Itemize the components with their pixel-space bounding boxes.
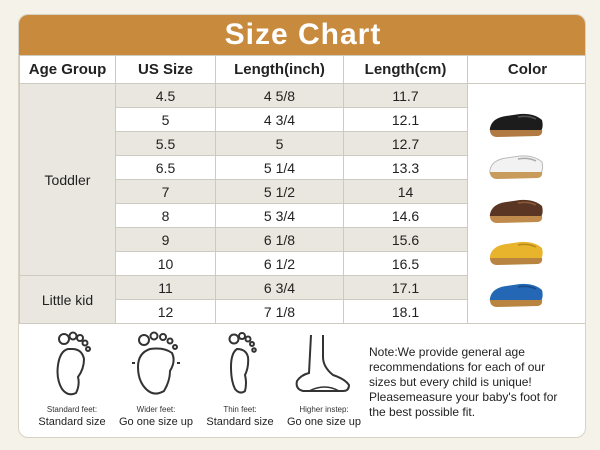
header-length-cm: Length(cm) bbox=[343, 55, 468, 84]
length-cm-cell: 14.6 bbox=[343, 203, 468, 228]
table-row: 7 5 1/2 14 bbox=[20, 179, 586, 204]
foot-advice: Standard size bbox=[206, 416, 274, 428]
length-cm-cell: 17.1 bbox=[343, 275, 468, 300]
length-inch-cell: 4 5/8 bbox=[215, 83, 344, 108]
foot-advice: Standard size bbox=[38, 416, 106, 428]
length-inch-cell: 5 bbox=[215, 131, 344, 156]
length-inch-cell: 6 3/4 bbox=[215, 275, 344, 300]
age-group-little-kid: Little kid bbox=[19, 275, 116, 324]
header-age-group: Age Group bbox=[19, 55, 116, 84]
length-cm-cell: 15.6 bbox=[343, 227, 468, 252]
length-cm-cell: 16.5 bbox=[343, 251, 468, 276]
foot-type-label: Wider feet: bbox=[136, 405, 176, 414]
foot-type-label: Standard feet: bbox=[46, 405, 98, 414]
table-row: 6.5 5 1/4 13.3 bbox=[20, 155, 586, 180]
length-cm-cell: 12.7 bbox=[343, 131, 468, 156]
white-loafer-icon bbox=[489, 155, 544, 179]
length-cm-cell: 13.3 bbox=[343, 155, 468, 180]
us-size-cell: 12 bbox=[115, 299, 216, 324]
length-inch-cell: 6 1/8 bbox=[215, 227, 344, 252]
table-header-row: Age Group US Size Length(inch) Length(cm… bbox=[19, 55, 585, 84]
age-group-toddler: Toddler bbox=[19, 83, 116, 276]
length-cm-cell: 18.1 bbox=[343, 299, 468, 324]
blue-loafer-icon bbox=[489, 283, 543, 307]
us-size-cell: 4.5 bbox=[115, 83, 216, 108]
foot-type-thin: Thin feet: Standard size bbox=[197, 327, 283, 437]
us-size-cell: 9 bbox=[115, 227, 216, 252]
us-size-cell: 10 bbox=[115, 251, 216, 276]
color-column bbox=[467, 83, 585, 324]
shoe-color-list bbox=[468, 84, 585, 322]
us-size-cell: 6.5 bbox=[115, 155, 216, 180]
foot-advice: Go one size up bbox=[287, 416, 361, 428]
foot-type-label: Thin feet: bbox=[223, 405, 257, 414]
us-size-cell: 5.5 bbox=[115, 131, 216, 156]
length-cm-cell: 12.1 bbox=[343, 107, 468, 132]
brown-loafer-icon bbox=[489, 199, 543, 223]
sizing-note: Note:We provide general age recommendati… bbox=[369, 345, 558, 419]
size-chart-card: Size Chart Age Group US Size Length(inch… bbox=[18, 14, 586, 438]
foot-type-high-instep: Higher instep: Go one size up bbox=[281, 327, 367, 437]
us-size-cell: 11 bbox=[115, 275, 216, 300]
table-row: 10 6 1/2 16.5 bbox=[20, 251, 586, 276]
header-length-inch: Length(inch) bbox=[215, 55, 344, 84]
size-table: Age Group US Size Length(inch) Length(cm… bbox=[19, 55, 586, 324]
foot-type-section: Standard feet: Standard size Wider feet:… bbox=[19, 321, 585, 437]
table-row: 12 7 1/8 18.1 bbox=[20, 299, 586, 324]
standard-foot-icon bbox=[56, 331, 91, 396]
wide-foot-icon bbox=[132, 331, 180, 395]
length-inch-cell: 5 1/4 bbox=[215, 155, 344, 180]
table-row: Toddler 4.5 4 5/8 11.7 bbox=[19, 83, 585, 324]
length-inch-cell: 7 1/8 bbox=[215, 299, 344, 324]
length-inch-cell: 5 1/2 bbox=[215, 179, 344, 204]
length-inch-cell: 6 1/2 bbox=[215, 251, 344, 276]
high-instep-foot-icon bbox=[295, 334, 351, 392]
us-size-cell: 8 bbox=[115, 203, 216, 228]
foot-type-wide: Wider feet: Go one size up bbox=[113, 327, 199, 437]
header-us-size: US Size bbox=[115, 55, 216, 84]
table-row: 5.5 5 12.7 bbox=[20, 131, 586, 156]
header-color: Color bbox=[467, 55, 585, 84]
table-row: 9 6 1/8 15.6 bbox=[20, 227, 586, 252]
foot-advice: Go one size up bbox=[119, 416, 193, 428]
table-row: 8 5 3/4 14.6 bbox=[20, 203, 586, 228]
length-cm-cell: 11.7 bbox=[343, 83, 468, 108]
us-size-cell: 5 bbox=[115, 107, 216, 132]
length-inch-cell: 5 3/4 bbox=[215, 203, 344, 228]
length-cm-cell: 14 bbox=[343, 179, 468, 204]
chart-title: Size Chart bbox=[19, 15, 585, 55]
us-size-cell: 7 bbox=[115, 179, 216, 204]
table-row: 5 4 3/4 12.1 bbox=[20, 107, 586, 132]
foot-type-standard: Standard feet: Standard size bbox=[29, 327, 115, 437]
black-loafer-icon bbox=[489, 113, 543, 137]
length-inch-cell: 4 3/4 bbox=[215, 107, 344, 132]
yellow-loafer-icon bbox=[489, 241, 543, 265]
foot-type-label: Higher instep: bbox=[299, 405, 349, 414]
thin-foot-icon bbox=[228, 332, 257, 394]
